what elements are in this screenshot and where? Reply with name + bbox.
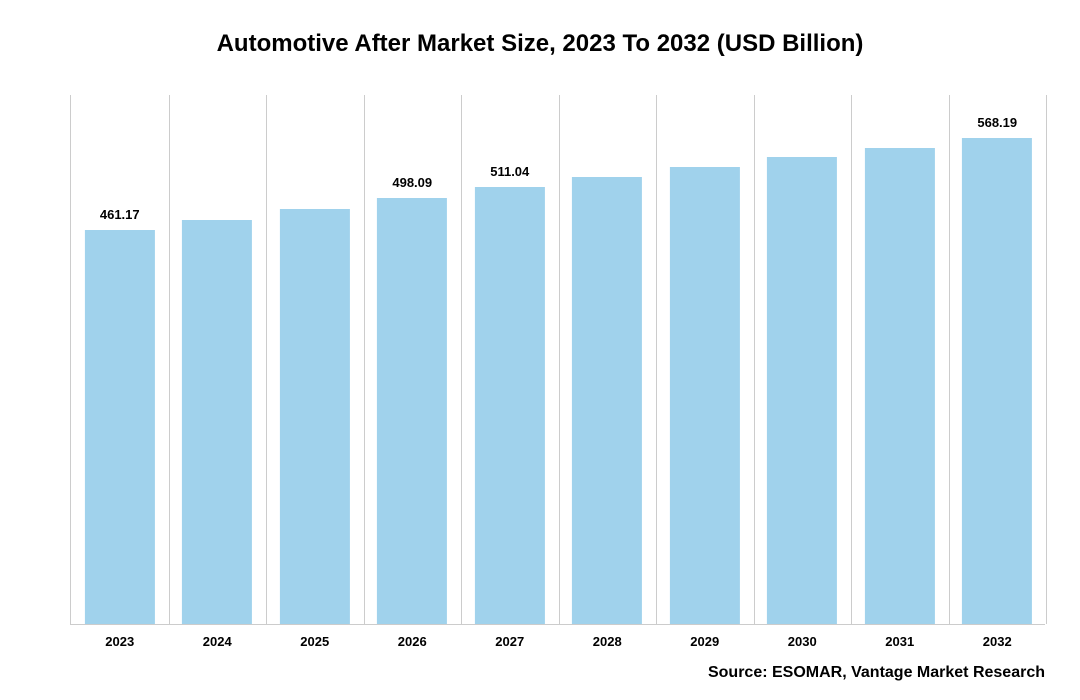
grid-line-vertical	[1046, 95, 1047, 624]
bar-group: 498.092026	[364, 94, 462, 624]
chart-container: Automotive After Market Size, 2023 To 20…	[0, 0, 1080, 700]
x-axis-label: 2031	[885, 634, 914, 649]
bar-group: 2031	[851, 94, 949, 624]
bar-group: 2028	[559, 94, 657, 624]
plot-area: 461.17202320242025498.092026511.04202720…	[70, 95, 1045, 625]
bar-group: 2029	[656, 94, 754, 624]
bar	[280, 209, 350, 624]
bar	[475, 187, 545, 624]
x-axis-label: 2024	[203, 634, 232, 649]
bar	[377, 198, 447, 624]
x-axis-label: 2028	[593, 634, 622, 649]
x-axis-label: 2023	[105, 634, 134, 649]
x-axis-label: 2027	[495, 634, 524, 649]
bar-value-label: 511.04	[490, 164, 529, 179]
bar	[670, 167, 740, 624]
bar	[182, 220, 252, 624]
x-axis-label: 2026	[398, 634, 427, 649]
bar-group: 568.192032	[949, 94, 1047, 624]
x-axis-label: 2025	[300, 634, 329, 649]
bar-group: 2024	[169, 94, 267, 624]
bar	[572, 177, 642, 624]
x-axis-label: 2032	[983, 634, 1012, 649]
bar-group: 511.042027	[461, 94, 559, 624]
bar-group: 2030	[754, 94, 852, 624]
bar-value-label: 461.17	[100, 207, 140, 222]
x-axis-label: 2029	[690, 634, 719, 649]
bar-group: 2025	[266, 94, 364, 624]
bar-value-label: 568.19	[977, 115, 1017, 130]
x-axis-label: 2030	[788, 634, 817, 649]
bar-group: 461.172023	[71, 94, 169, 624]
bar	[767, 157, 837, 624]
source-text: Source: ESOMAR, Vantage Market Research	[708, 664, 1045, 682]
bar	[865, 148, 935, 624]
bar	[85, 230, 155, 624]
chart-title: Automotive After Market Size, 2023 To 20…	[0, 30, 1080, 58]
bar	[962, 138, 1032, 624]
bar-value-label: 498.09	[392, 175, 432, 190]
